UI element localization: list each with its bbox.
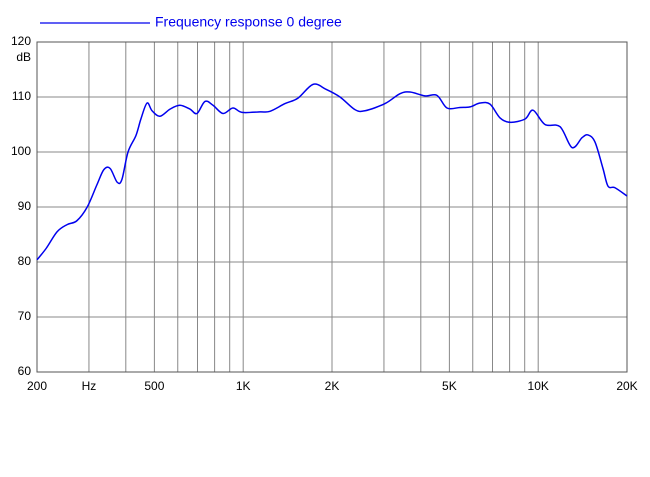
x-tick-label: 1K <box>236 379 251 393</box>
y-tick-label: 100 <box>11 144 31 158</box>
y-tick-label: 70 <box>18 309 32 323</box>
y-tick-label: 120 <box>11 34 31 48</box>
x-tick-label: Hz <box>82 379 97 393</box>
series-line <box>36 83 628 261</box>
y-tick-label: 90 <box>18 199 32 213</box>
y-tick-label: 80 <box>18 254 32 268</box>
y-tick-label: 110 <box>12 89 31 103</box>
x-tick-label: 500 <box>144 379 164 393</box>
y-tick-label: 60 <box>18 364 32 378</box>
x-tick-label: 5K <box>442 379 457 393</box>
x-tick-label: 10K <box>528 379 549 393</box>
x-tick-label: 20K <box>616 379 637 393</box>
plot-frame <box>36 41 628 373</box>
y-axis-label: dB <box>16 50 31 64</box>
legend-label: Frequency response 0 degree <box>155 14 342 30</box>
x-tick-label: 200 <box>27 379 47 393</box>
x-tick-label: 2K <box>325 379 340 393</box>
